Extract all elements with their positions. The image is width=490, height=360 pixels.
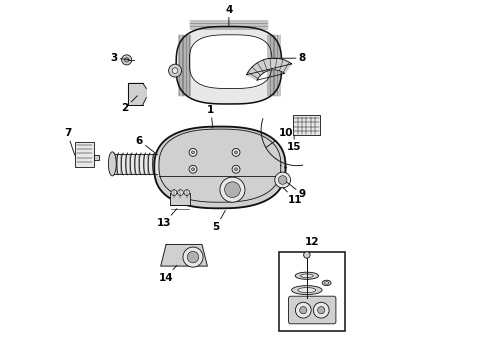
Polygon shape — [161, 244, 207, 266]
Circle shape — [124, 58, 129, 62]
Bar — [294, 116, 320, 135]
Text: 15: 15 — [287, 135, 301, 152]
Circle shape — [184, 190, 190, 195]
Circle shape — [187, 251, 199, 263]
Text: 14: 14 — [159, 265, 177, 283]
Circle shape — [177, 190, 183, 195]
Text: 9: 9 — [286, 182, 306, 199]
Bar — [74, 142, 95, 167]
Text: 8: 8 — [269, 53, 306, 63]
Circle shape — [295, 302, 311, 318]
Circle shape — [192, 151, 195, 154]
Circle shape — [169, 64, 181, 77]
Text: 6: 6 — [136, 136, 155, 153]
Bar — [171, 193, 191, 205]
Circle shape — [318, 307, 325, 314]
Circle shape — [235, 168, 238, 171]
Circle shape — [232, 165, 240, 173]
Circle shape — [189, 165, 197, 173]
Circle shape — [189, 148, 197, 156]
Ellipse shape — [324, 282, 329, 284]
Text: 2: 2 — [121, 96, 137, 113]
Bar — [279, 252, 345, 330]
Circle shape — [172, 68, 178, 73]
Polygon shape — [128, 83, 147, 105]
Text: 10: 10 — [266, 128, 293, 148]
Polygon shape — [176, 27, 282, 104]
Text: 7: 7 — [64, 129, 74, 155]
Circle shape — [313, 302, 329, 318]
Circle shape — [220, 177, 245, 202]
Ellipse shape — [108, 152, 116, 176]
Circle shape — [232, 148, 240, 156]
Ellipse shape — [322, 280, 331, 285]
Circle shape — [192, 168, 195, 171]
Text: 12: 12 — [305, 237, 319, 247]
Circle shape — [304, 252, 310, 258]
Bar — [95, 155, 98, 160]
Text: 4: 4 — [225, 5, 233, 26]
Circle shape — [171, 190, 177, 195]
Circle shape — [122, 55, 132, 65]
Ellipse shape — [295, 272, 319, 279]
Text: 11: 11 — [283, 187, 302, 205]
Text: 13: 13 — [157, 209, 177, 228]
Circle shape — [278, 176, 287, 184]
Ellipse shape — [300, 274, 313, 278]
Text: 5: 5 — [213, 211, 225, 231]
Ellipse shape — [298, 288, 316, 293]
Polygon shape — [190, 35, 272, 89]
Circle shape — [224, 182, 240, 198]
Circle shape — [300, 307, 307, 314]
Ellipse shape — [292, 285, 322, 294]
Polygon shape — [154, 127, 286, 208]
Polygon shape — [246, 58, 292, 80]
Circle shape — [275, 172, 291, 188]
Text: 1: 1 — [207, 105, 215, 128]
FancyBboxPatch shape — [289, 296, 336, 324]
Text: 3: 3 — [110, 53, 129, 63]
Circle shape — [235, 151, 238, 154]
Circle shape — [183, 247, 203, 267]
